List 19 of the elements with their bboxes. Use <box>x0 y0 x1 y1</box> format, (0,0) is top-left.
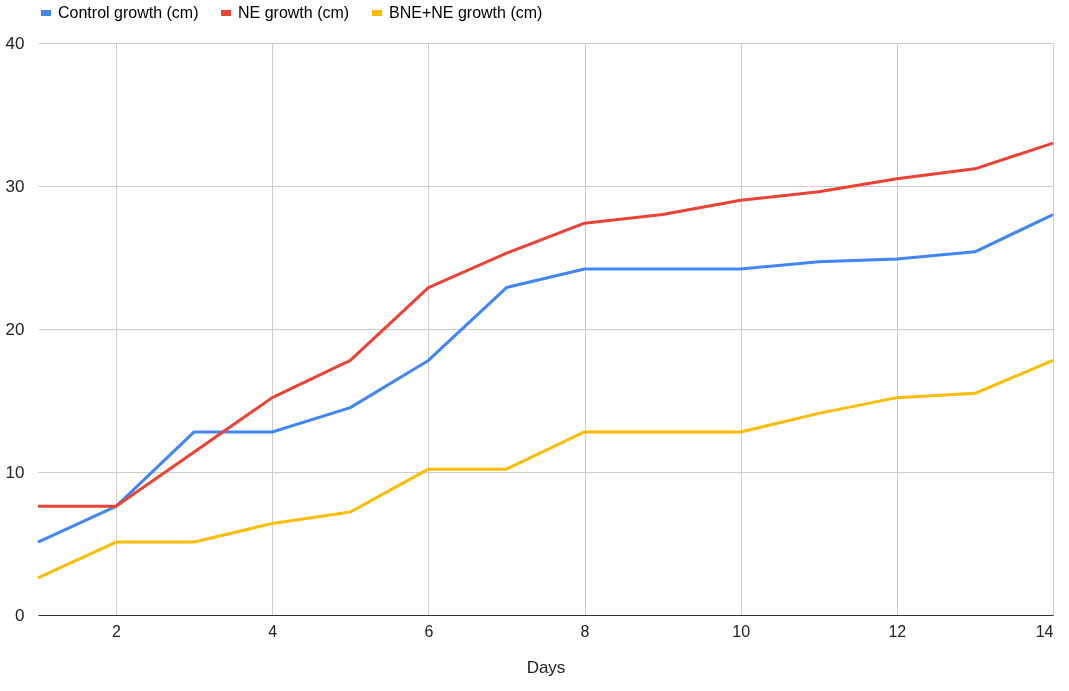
y-tick-label: 10 <box>5 462 25 482</box>
line-series <box>36 213 1055 544</box>
x-tick-label: 14 <box>1035 622 1054 640</box>
legend-label: Control growth (cm) <box>58 4 199 21</box>
y-tick-label: 30 <box>5 176 25 196</box>
y-tick-label: 20 <box>5 319 25 339</box>
x-tick-label: 2 <box>112 622 122 640</box>
line-series <box>36 358 1055 580</box>
x-tick-label: 12 <box>888 622 907 640</box>
x-axis-title: Days <box>526 657 566 677</box>
x-tick-label: 6 <box>424 622 434 640</box>
x-tick-label: 8 <box>580 622 590 640</box>
x-tick-label: 10 <box>732 622 751 640</box>
line-series <box>36 141 1055 508</box>
legend-label: NE growth (cm) <box>238 4 350 21</box>
x-tick-label: 4 <box>268 622 278 640</box>
y-tick-label: 40 <box>5 33 25 53</box>
legend-label: BNE+NE growth (cm) <box>389 4 543 21</box>
y-tick-label: 0 <box>15 605 25 625</box>
